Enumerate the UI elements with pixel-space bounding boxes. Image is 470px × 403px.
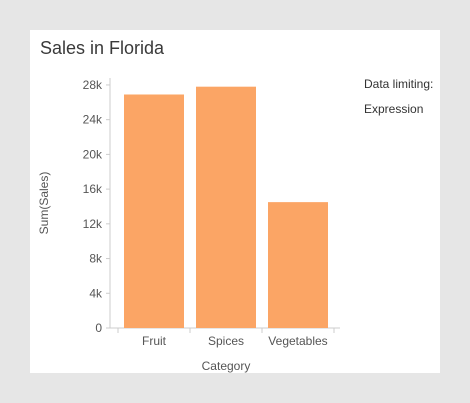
- chart-svg: 0 4k 8k 12k 16k 20k 24k 28k Fruit Spices Vegetabl…: [37, 78, 340, 373]
- legend-line-1: Data limiting:: [364, 77, 434, 91]
- x-axis-ticks: Fruit Spices Vegetables: [117, 328, 335, 348]
- chart-title: Sales in Florida: [40, 38, 165, 58]
- y-tick-label: 16k: [83, 182, 103, 196]
- x-tick-label: Spices: [208, 334, 244, 348]
- x-axis-label: Category: [202, 359, 251, 373]
- y-tick-label: 12k: [83, 217, 103, 231]
- bars: [124, 86, 328, 328]
- bar-vegetables[interactable]: [268, 202, 328, 328]
- y-tick-label: 20k: [83, 147, 103, 161]
- x-tick-label: Fruit: [142, 334, 167, 348]
- bar-fruit[interactable]: [124, 94, 184, 328]
- legend-line-2: Expression: [364, 102, 424, 116]
- y-tick-label: 24k: [83, 113, 103, 127]
- y-axis-ticks: 0 4k 8k 12k 16k 20k 24k 28k: [83, 78, 110, 335]
- chart-panel: Sales in Florida Data limiting: Expressi…: [30, 30, 440, 373]
- y-tick-label: 8k: [89, 252, 103, 266]
- y-axis-label: Sum(Sales): [37, 172, 51, 235]
- legend: Data limiting: Expression: [364, 72, 433, 122]
- x-tick-label: Vegetables: [268, 334, 327, 348]
- bar-spices[interactable]: [196, 86, 256, 328]
- y-tick-label: 4k: [89, 286, 103, 300]
- y-tick-label: 28k: [83, 78, 103, 92]
- y-tick-label: 0: [95, 321, 102, 335]
